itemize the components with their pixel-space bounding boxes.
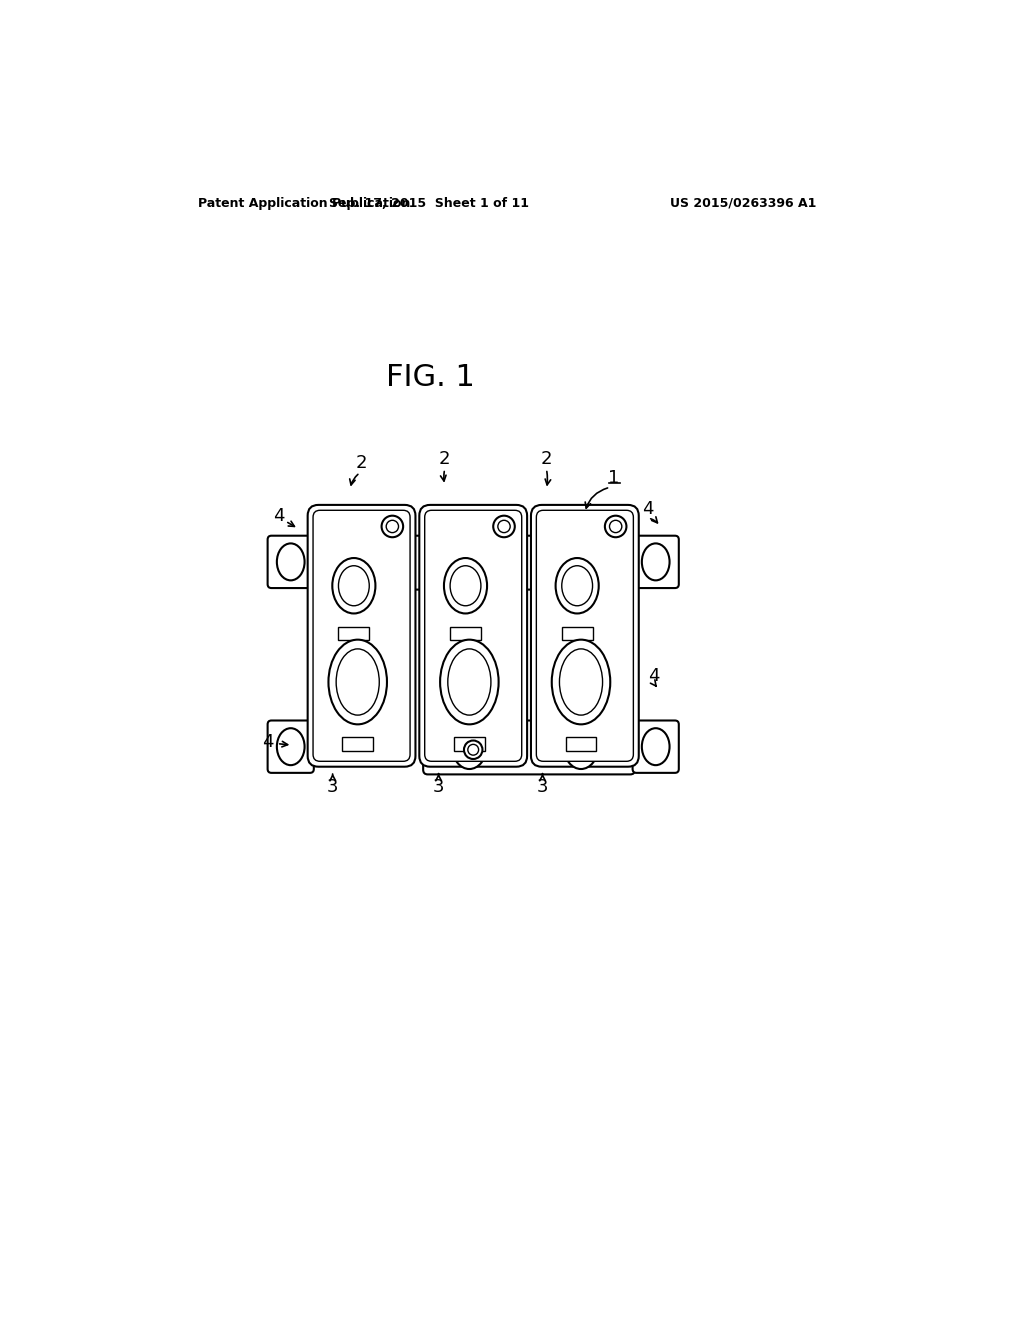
FancyBboxPatch shape	[633, 536, 679, 589]
Ellipse shape	[564, 726, 598, 770]
Text: 2: 2	[355, 454, 368, 471]
FancyBboxPatch shape	[537, 511, 634, 762]
Ellipse shape	[276, 729, 304, 766]
Text: 2: 2	[439, 450, 451, 467]
Text: 3: 3	[537, 777, 548, 796]
FancyBboxPatch shape	[313, 511, 410, 762]
Circle shape	[498, 520, 510, 532]
Ellipse shape	[552, 640, 610, 725]
Text: Patent Application Publication: Patent Application Publication	[199, 197, 411, 210]
Ellipse shape	[642, 729, 670, 766]
Ellipse shape	[440, 640, 499, 725]
Ellipse shape	[339, 566, 370, 606]
Text: 4: 4	[648, 667, 659, 685]
Ellipse shape	[449, 541, 482, 585]
Ellipse shape	[556, 558, 599, 614]
Text: US 2015/0263396 A1: US 2015/0263396 A1	[670, 197, 816, 210]
Bar	[339, 627, 370, 640]
FancyBboxPatch shape	[323, 536, 624, 590]
Text: 3: 3	[433, 777, 444, 796]
Ellipse shape	[444, 558, 487, 614]
Bar	[562, 627, 593, 640]
Bar	[454, 738, 484, 751]
Bar	[342, 738, 373, 751]
Text: 4: 4	[262, 733, 273, 751]
Ellipse shape	[276, 544, 304, 581]
FancyBboxPatch shape	[419, 506, 527, 767]
Ellipse shape	[642, 544, 670, 581]
Ellipse shape	[333, 558, 376, 614]
Ellipse shape	[329, 640, 387, 725]
Text: 4: 4	[272, 507, 284, 525]
Circle shape	[605, 516, 627, 537]
Ellipse shape	[447, 649, 490, 715]
Text: 1: 1	[608, 469, 620, 487]
Ellipse shape	[451, 566, 481, 606]
FancyBboxPatch shape	[423, 721, 635, 775]
Text: 2: 2	[541, 450, 552, 467]
Circle shape	[468, 744, 478, 755]
FancyBboxPatch shape	[531, 506, 639, 767]
Ellipse shape	[559, 649, 602, 715]
FancyBboxPatch shape	[267, 536, 313, 589]
Text: 3: 3	[327, 777, 338, 796]
Bar	[451, 627, 481, 640]
Ellipse shape	[337, 541, 371, 585]
Text: 4: 4	[642, 500, 653, 517]
FancyBboxPatch shape	[633, 721, 679, 774]
Circle shape	[382, 516, 403, 537]
Circle shape	[386, 520, 398, 532]
Text: FIG. 1: FIG. 1	[386, 363, 475, 392]
Ellipse shape	[336, 649, 379, 715]
FancyBboxPatch shape	[425, 511, 521, 762]
Text: Sep. 17, 2015  Sheet 1 of 11: Sep. 17, 2015 Sheet 1 of 11	[330, 197, 529, 210]
Ellipse shape	[453, 726, 486, 770]
Circle shape	[464, 741, 482, 759]
Circle shape	[609, 520, 622, 532]
FancyBboxPatch shape	[307, 506, 416, 767]
Ellipse shape	[562, 566, 593, 606]
Circle shape	[494, 516, 515, 537]
Bar	[565, 738, 596, 751]
FancyBboxPatch shape	[267, 721, 313, 774]
